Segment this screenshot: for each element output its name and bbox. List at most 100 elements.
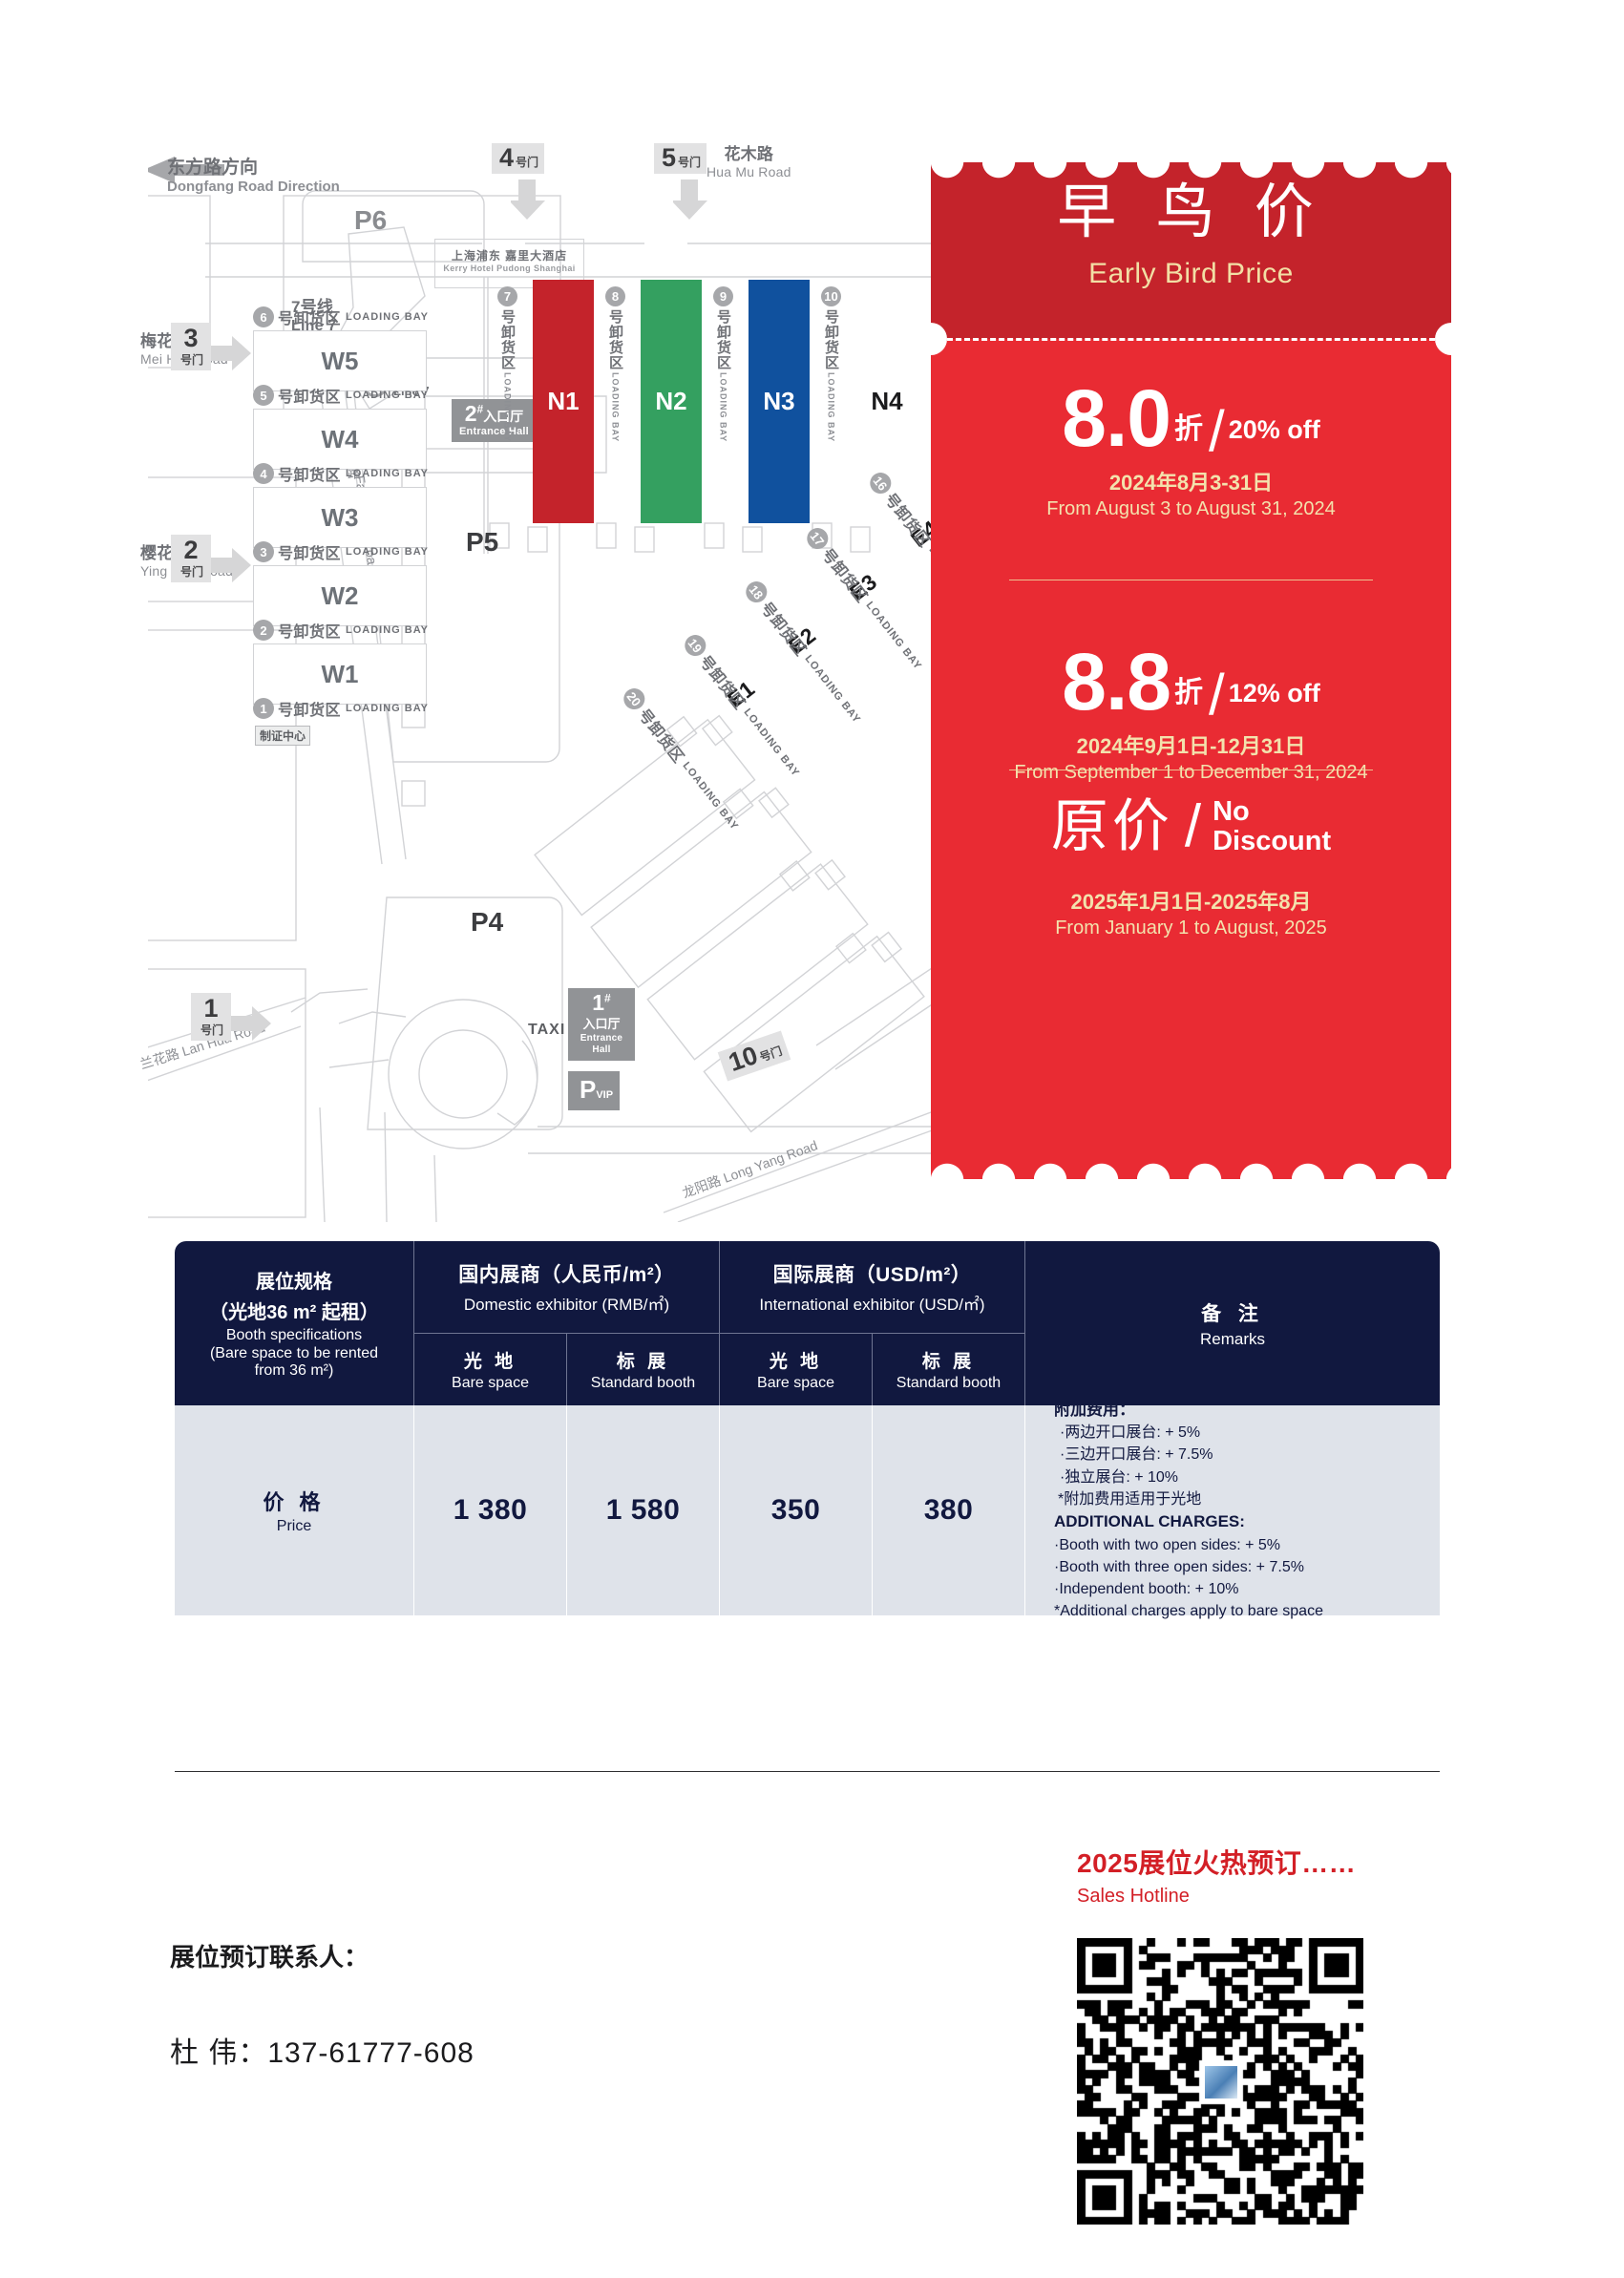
metro-cn-upper: 7号线 [291,298,334,316]
loading-bay-2-en: LOADING BAY [346,624,430,636]
spec-cn-line1: 展位规格 [256,1271,332,1293]
cell-price-intl-bare: 350 [719,1405,872,1615]
header-subgroup-row: 光 地 Bare space 标 展 Standard booth 光 地 Ba… [413,1333,1024,1405]
deal-1-off: 20% off [1228,415,1320,445]
subheader-domestic-bare: 光 地 Bare space [413,1333,566,1405]
direction-label-cn: 东方路方向 [167,158,259,178]
deal-2-slash-icon: / [1209,663,1225,728]
remarks-cn-item-4: *附加费用适用于光地 [1058,1490,1202,1508]
remarks-cn-item-3: ·独立展台: + 10% [1060,1468,1179,1486]
price-domestic-bare: 1 380 [453,1494,528,1526]
coupon-body [931,339,1451,1180]
gate-3[interactable]: 3 号门 [171,323,212,370]
remarks-cn-title: 附加费用： [1054,1400,1135,1419]
cell-price-domestic-bare: 1 380 [413,1405,566,1615]
entrance-hall-1: 1# 入口厅 Entrance Hall [568,988,635,1061]
gate-5-number: 5 [662,143,677,172]
coupon-title-en: Early Bird Price [1088,258,1294,289]
loading-bay-6: 6 号卸货区 LOADING BAY [253,306,429,328]
gate-1[interactable]: 1 号门 [191,993,232,1041]
remarks-en-item-1: ·Booth with two open sides: + 5% [1054,1536,1281,1553]
loading-bay-9-number: 9 [713,286,733,306]
gate-5-label: 号门 [678,156,702,169]
price-label-en: Price [276,1518,312,1534]
gate-10-label: 号门 [757,1044,785,1065]
loading-bay-3: 3 号卸货区 LOADING BAY [253,540,429,563]
hall-w3[interactable]: W3 [253,487,427,548]
loading-bay-1-number: 1 [253,698,274,719]
subheader-domestic-standard-en: Standard booth [590,1375,696,1391]
gate-4[interactable]: 4 号门 [492,143,545,174]
hall-w5[interactable]: W5 [253,330,427,391]
remarks-cn-item-2: ·三边开口展台: + 7.5% [1060,1446,1213,1464]
gate-10-number: 10 [725,1040,762,1078]
loading-bay-1-en: LOADING BAY [346,703,430,714]
loading-bay-4: 4 号卸货区 LOADING BAY [253,462,429,485]
contact-name-phone: 杜 伟：137-61777-608 [170,2037,475,2069]
hall-n2[interactable]: N2 [641,280,702,523]
deal-2-unit: 折 [1174,677,1204,709]
gate-2[interactable]: 2 号门 [171,535,212,582]
price-intl-bare: 350 [770,1494,821,1526]
deal-1: 8.0 折 / 20% off 2024年8月3-31日 From August… [931,378,1451,520]
loading-bay-3-en: LOADING BAY [346,546,430,558]
remarks-en-title: ADDITIONAL CHARGES: [1054,1512,1245,1530]
parking-vip-p: P [580,1075,597,1104]
price-intl-standard: 380 [923,1494,974,1526]
gate-2-label: 号门 [180,565,204,579]
hall-w2[interactable]: W2 [253,565,427,626]
deal-1-date-cn: 2024年8月3-31日 [1108,471,1274,496]
coupon-notch-right [1435,323,1467,355]
table-body-row: 价 格 Price 1 380 1 580 350 380 附加费用： ·两边开… [175,1401,1440,1619]
subheader-domestic-bare-en: Bare space [452,1375,529,1391]
entrance-hall-1-cn: 入口厅 [582,1017,621,1031]
loading-bay-9-en: LOADING BAY [718,372,728,443]
header-booth-spec: 展位规格 （光地36 m² 起租） Booth specifications (… [175,1241,413,1405]
parking-p4: P4 [471,907,504,937]
deal-1-headline: 8.0 折 / 20% off [931,378,1451,460]
taxi-label: TAXI [528,1022,566,1038]
gate-5[interactable]: 5 号门 [654,143,707,174]
remarks-header-en: Remarks [1199,1329,1265,1348]
loading-bay-10-en: LOADING BAY [826,372,836,443]
contact-label: 展位预订联系人： [170,1943,369,1972]
loading-bay-4-cn: 号卸货区 [278,468,342,484]
venue-map: 东方路方向 Dongfang Road Direction 上海浦东 嘉里大酒店… [138,143,987,1222]
parking-p6: P6 [354,205,388,235]
parking-p5: P5 [466,527,499,557]
hall-n1[interactable]: N1 [533,280,594,523]
gate-4-arrow-icon [511,179,545,220]
hotel-name-en: Kerry Hotel Pudong Shanghai [443,264,576,273]
subheader-intl-standard: 标 展 Standard booth [872,1333,1024,1405]
hall-n3[interactable]: N3 [749,280,810,523]
entrance-hall-2-cn: 入口厅 [483,409,524,424]
loading-bay-7: 7 号卸货区 LOADING BAY [497,286,517,442]
group-international-cn: 国际展商（USD/m²） [772,1264,972,1286]
hall-n4[interactable]: N4 [871,387,903,415]
coupon-title-cn: 早 鸟 价 [1057,179,1325,245]
deal-2-date-en: From September 1 to December 31, 2024 [1014,762,1368,784]
no-discount-date-cn: 2025年1月1日-2025年8月 [1070,890,1312,914]
no-discount-cn: 原价 [1050,794,1173,859]
loading-bay-1-cn: 号卸货区 [278,703,342,719]
group-domestic-en: Domestic exhibitor (RMB/㎡) [463,1296,670,1314]
loading-bay-7-en: LOADING BAY [502,372,513,443]
hotel-name-cn: 上海浦东 嘉里大酒店 [451,249,568,263]
loading-bay-8-number: 8 [605,286,625,306]
deal-2-headline: 8.8 折 / 12% off [931,642,1451,728]
badge-center: 制证中心 [255,726,311,746]
loading-bay-2: 2 号卸货区 LOADING BAY [253,619,429,642]
group-international-en: International exhibitor (USD/㎡) [759,1296,985,1314]
hall-w1[interactable]: W1 [253,643,427,705]
hall-w4[interactable]: W4 [253,409,427,470]
road-hua-mu-cn: 花木路 [724,145,774,163]
direction-label: 东方路方向 Dongfang Road Direction [167,153,434,195]
subheader-intl-bare-en: Bare space [757,1375,834,1391]
deal-2: 8.8 折 / 12% off 2024年9月1日-12月31日 From Se… [931,642,1451,784]
coupon-scallop-bottom [931,1163,1451,1180]
gate-4-number: 4 [499,143,515,172]
header-exhibitor-groups: 国内展商（人民币/m²） Domestic exhibitor (RMB/㎡) … [413,1241,1024,1405]
entrance-hall-2-number: 2 [464,401,477,426]
sales-hotline-en: Sales Hotline [1077,1886,1190,1907]
